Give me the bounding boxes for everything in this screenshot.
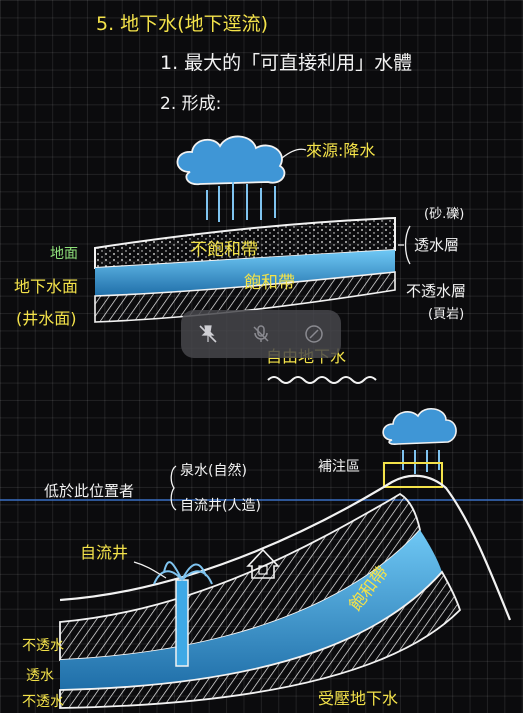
layer-label-bottom: 不透水 bbox=[22, 694, 64, 710]
aquitard-material-label: (頁岩) bbox=[428, 307, 464, 322]
artesian-well-item: 自流井(人造) bbox=[180, 498, 261, 514]
well-water-label: (井水面) bbox=[16, 309, 77, 328]
wavy-underline bbox=[267, 376, 377, 384]
close-circle-icon[interactable] bbox=[297, 317, 331, 351]
source-pointer bbox=[281, 148, 307, 159]
point-1: 1. 最大的「可直接利用」水體 bbox=[160, 52, 412, 74]
layer-label-top: 不透水 bbox=[22, 638, 64, 654]
aquifer-material-label: (砂.礫) bbox=[424, 206, 464, 222]
pin-off-icon[interactable] bbox=[191, 317, 225, 351]
unsaturated-zone-label: 不飽和帶 bbox=[190, 240, 258, 260]
artesian-well-label: 自流井 bbox=[80, 543, 128, 562]
recharge-zone-box bbox=[383, 462, 443, 488]
page-title: 5. 地下水(地下逕流) bbox=[96, 13, 268, 35]
aquifer-label: 透水層 bbox=[414, 236, 459, 254]
bottom-cross-section bbox=[59, 474, 512, 709]
aquifer-brace bbox=[398, 225, 411, 265]
recharge-zone-label: 補注區 bbox=[318, 459, 360, 475]
outcome-brace bbox=[170, 465, 177, 511]
confined-groundwater-label: 受壓地下水 bbox=[318, 689, 398, 708]
artesian-well bbox=[153, 561, 213, 667]
rain-drops bbox=[206, 182, 276, 222]
surface-label: 地面 bbox=[50, 246, 78, 262]
cloud-icon bbox=[176, 135, 286, 186]
saturated-zone-label: 飽和帶 bbox=[244, 273, 295, 293]
spring-item: 泉水(自然) bbox=[180, 462, 247, 479]
mic-off-icon[interactable] bbox=[244, 317, 278, 351]
lower-position-label: 低於此位置者 bbox=[44, 482, 134, 500]
aquitard-label: 不透水層 bbox=[406, 282, 466, 300]
floating-toolbar bbox=[181, 310, 341, 358]
layer-label-middle: 透水 bbox=[26, 668, 54, 684]
house-icon bbox=[246, 548, 280, 579]
point-2: 2. 形成: bbox=[160, 94, 221, 114]
well-pointer bbox=[133, 561, 167, 579]
small-cloud-icon bbox=[382, 408, 457, 445]
source-label: 來源:降水 bbox=[306, 141, 375, 160]
top-cross-section bbox=[94, 216, 396, 323]
water-table-label: 地下水面 bbox=[14, 277, 78, 296]
